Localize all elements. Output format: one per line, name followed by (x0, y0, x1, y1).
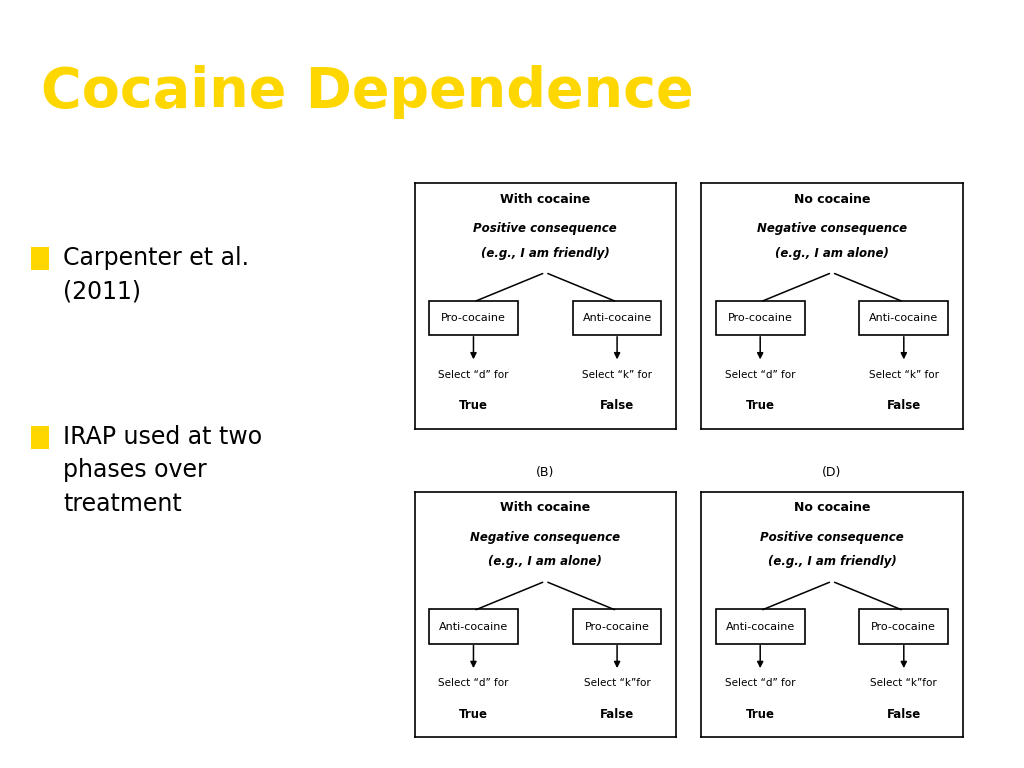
FancyBboxPatch shape (572, 610, 662, 644)
Text: False: False (887, 399, 921, 412)
Text: Select “d” for: Select “d” for (438, 369, 509, 379)
Text: (e.g., I am alone): (e.g., I am alone) (488, 555, 602, 568)
Text: Positive consequence: Positive consequence (473, 222, 617, 235)
Text: Negative consequence: Negative consequence (470, 531, 621, 544)
Text: False: False (887, 708, 921, 721)
Text: (e.g., I am friendly): (e.g., I am friendly) (768, 555, 896, 568)
Text: Select “k”for: Select “k”for (584, 678, 650, 688)
FancyBboxPatch shape (572, 301, 662, 335)
Text: Select “d” for: Select “d” for (438, 678, 509, 688)
Text: Pro-cocaine: Pro-cocaine (585, 621, 649, 632)
Text: (B): (B) (537, 466, 554, 479)
Text: True: True (745, 399, 775, 412)
Text: No cocaine: No cocaine (794, 502, 870, 515)
Text: IRAP used at two
phases over
treatment: IRAP used at two phases over treatment (63, 425, 262, 516)
Text: With cocaine: With cocaine (500, 193, 591, 206)
Text: With cocaine: With cocaine (500, 502, 591, 515)
Text: False: False (600, 399, 634, 412)
Text: Pro-cocaine: Pro-cocaine (871, 621, 936, 632)
Text: Cocaine Dependence: Cocaine Dependence (41, 65, 693, 120)
Text: Negative consequence: Negative consequence (757, 222, 907, 235)
Text: Select “k” for: Select “k” for (868, 369, 939, 379)
Text: False: False (600, 708, 634, 721)
FancyBboxPatch shape (859, 301, 948, 335)
Text: Pro-cocaine: Pro-cocaine (728, 313, 793, 323)
Text: (D): (D) (822, 466, 842, 479)
FancyBboxPatch shape (859, 610, 948, 644)
Text: Select “d” for: Select “d” for (725, 369, 796, 379)
Text: Carpenter et al.
(2011): Carpenter et al. (2011) (63, 246, 250, 303)
Text: Pro-cocaine: Pro-cocaine (441, 313, 506, 323)
Text: (e.g., I am friendly): (e.g., I am friendly) (481, 247, 609, 260)
Text: Anti-cocaine: Anti-cocaine (583, 313, 651, 323)
Text: Select “d” for: Select “d” for (725, 678, 796, 688)
Text: True: True (745, 708, 775, 721)
FancyBboxPatch shape (429, 610, 518, 644)
FancyBboxPatch shape (716, 610, 805, 644)
Text: Select “k” for: Select “k” for (582, 369, 652, 379)
FancyBboxPatch shape (429, 301, 518, 335)
Bar (31, 247, 49, 270)
Text: (e.g., I am alone): (e.g., I am alone) (775, 247, 889, 260)
Text: True: True (459, 708, 488, 721)
Text: Anti-cocaine: Anti-cocaine (869, 313, 938, 323)
Text: True: True (459, 399, 488, 412)
FancyBboxPatch shape (716, 301, 805, 335)
Bar (31, 426, 49, 449)
Text: Anti-cocaine: Anti-cocaine (439, 621, 508, 632)
Text: Positive consequence: Positive consequence (760, 531, 904, 544)
Text: No cocaine: No cocaine (794, 193, 870, 206)
Text: Select “k”for: Select “k”for (870, 678, 937, 688)
Text: Anti-cocaine: Anti-cocaine (726, 621, 795, 632)
